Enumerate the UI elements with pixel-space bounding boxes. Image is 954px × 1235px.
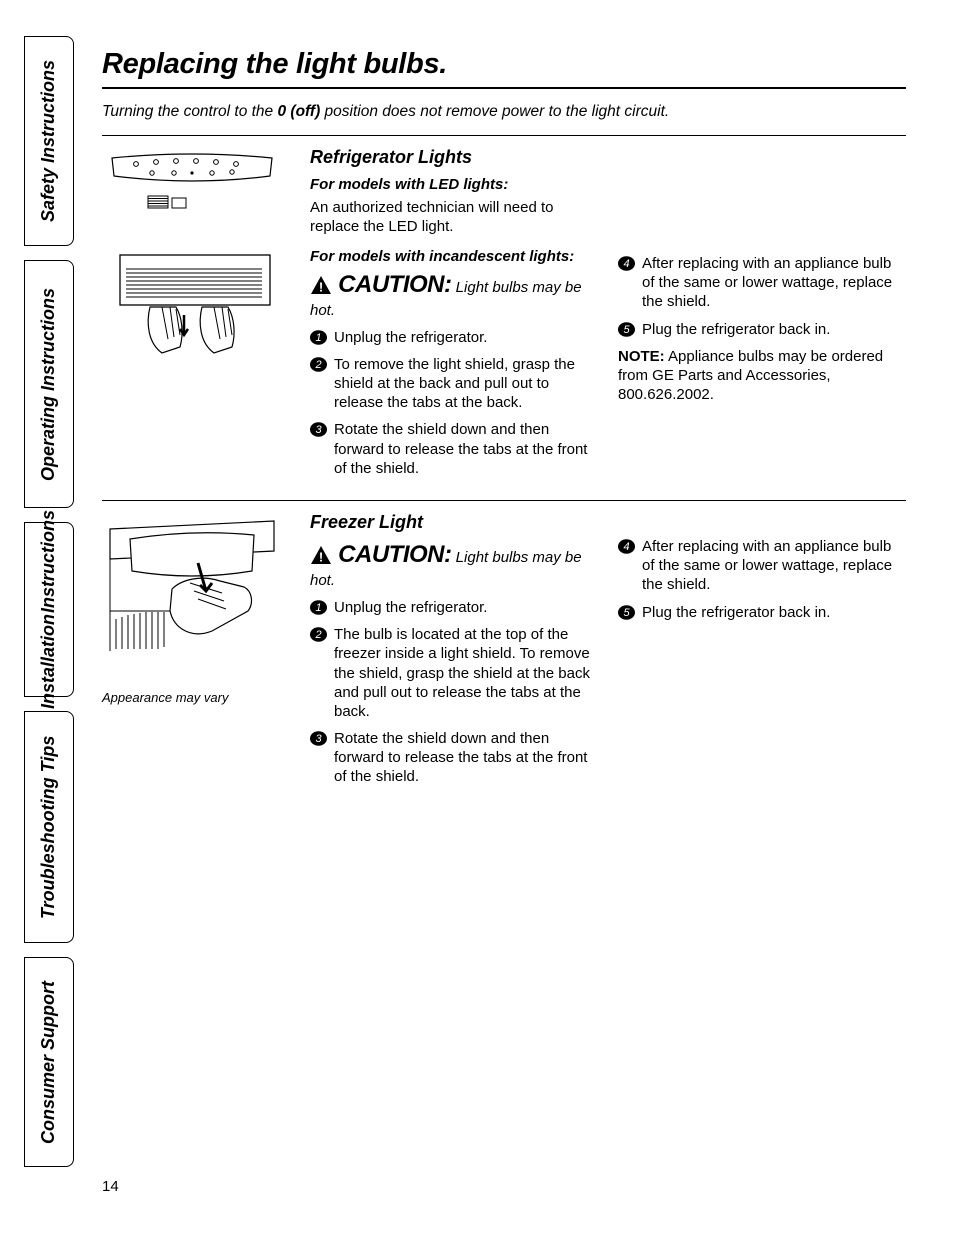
- step-2: 2 To remove the light shield, grasp the …: [310, 355, 598, 413]
- tab-operating[interactable]: Operating Instructions: [24, 260, 74, 508]
- tab-label: Instructions: [39, 510, 59, 613]
- right-column: 4 After replacing with an appliance bulb…: [618, 511, 906, 795]
- section-refrigerator-lights: Refrigerator Lights For models with LED …: [102, 146, 906, 486]
- rule: [102, 87, 906, 89]
- figure-column: Appearance may vary: [102, 511, 292, 795]
- step-text: Rotate the shield down and then forward …: [334, 420, 598, 478]
- figure-freezer-shield: [102, 511, 282, 661]
- step-1: 1 Unplug the refrigerator.: [310, 328, 598, 347]
- figure-column: [102, 146, 292, 486]
- svg-text:5: 5: [623, 324, 630, 336]
- page-number: 14: [102, 1178, 119, 1195]
- svg-text:!: !: [319, 550, 323, 565]
- tab-troubleshooting[interactable]: Troubleshooting Tips: [24, 711, 74, 943]
- step-number-icon: 1: [310, 329, 327, 346]
- figure-top-shield: [102, 146, 282, 220]
- step-1: 1 Unplug the refrigerator.: [310, 598, 598, 617]
- section-heading: Refrigerator Lights: [310, 146, 598, 169]
- step-text: Plug the refrigerator back in.: [642, 603, 906, 622]
- step-number-icon: 5: [618, 604, 635, 621]
- svg-text:4: 4: [623, 541, 629, 553]
- left-column: Freezer Light ! CAUTION: Light bulbs may…: [310, 511, 598, 795]
- step-number-icon: 2: [310, 356, 327, 373]
- step-number-icon: 2: [310, 626, 327, 643]
- step-4: 4 After replacing with an appliance bulb…: [618, 254, 906, 312]
- step-text: After replacing with an appliance bulb o…: [642, 254, 906, 312]
- side-tabs: Safety Instructions Operating Instructio…: [24, 36, 74, 1194]
- sub-heading: For models with incandescent lights:: [310, 247, 598, 266]
- tab-label: Installation: [39, 614, 59, 709]
- note-label: NOTE:: [618, 348, 665, 365]
- step-number-icon: 3: [310, 730, 327, 747]
- svg-text:5: 5: [623, 607, 630, 619]
- tab-consumer-support[interactable]: Consumer Support: [24, 957, 74, 1167]
- svg-text:!: !: [319, 279, 323, 294]
- warning-icon: !: [310, 545, 332, 565]
- sub-heading: For models with LED lights:: [310, 175, 598, 194]
- paragraph: An authorized technician will need to re…: [310, 198, 598, 236]
- step-2: 2 The bulb is located at the top of the …: [310, 625, 598, 721]
- step-text: Unplug the refrigerator.: [334, 328, 598, 347]
- step-text: Unplug the refrigerator.: [334, 598, 598, 617]
- step-3: 3 Rotate the shield down and then forwar…: [310, 729, 598, 787]
- warning-icon: !: [310, 275, 332, 295]
- step-5: 5 Plug the refrigerator back in.: [618, 603, 906, 622]
- rule: [102, 135, 906, 136]
- svg-text:1: 1: [315, 332, 321, 344]
- figure-caption: Appearance may vary: [102, 690, 292, 705]
- step-number-icon: 1: [310, 599, 327, 616]
- intro-pre: Turning the control to the: [102, 103, 277, 120]
- step-number-icon: 3: [310, 421, 327, 438]
- intro-bold: 0 (off): [277, 103, 320, 120]
- svg-text:3: 3: [315, 733, 322, 745]
- left-column: Refrigerator Lights For models with LED …: [310, 146, 598, 486]
- svg-text:1: 1: [315, 602, 321, 614]
- note: NOTE: Appliance bulbs may be ordered fro…: [618, 347, 906, 405]
- svg-text:2: 2: [314, 359, 321, 371]
- right-column: 4 After replacing with an appliance bulb…: [618, 146, 906, 486]
- text-columns: Refrigerator Lights For models with LED …: [310, 146, 906, 486]
- caution-word: CAUTION:: [338, 271, 451, 298]
- step-4: 4 After replacing with an appliance bulb…: [618, 537, 906, 595]
- step-text: To remove the light shield, grasp the sh…: [334, 355, 598, 413]
- step-text: Rotate the shield down and then forward …: [334, 729, 598, 787]
- step-number-icon: 4: [618, 538, 635, 555]
- intro-text: Turning the control to the 0 (off) posit…: [102, 103, 906, 121]
- step-3: 3 Rotate the shield down and then forwar…: [310, 420, 598, 478]
- step-text: After replacing with an appliance bulb o…: [642, 537, 906, 595]
- step-number-icon: 5: [618, 321, 635, 338]
- svg-text:2: 2: [314, 629, 321, 641]
- page-content: Replacing the light bulbs. Turning the c…: [102, 48, 906, 809]
- step-text: The bulb is located at the top of the fr…: [334, 625, 598, 721]
- svg-text:4: 4: [623, 258, 629, 270]
- section-freezer-light: Appearance may vary Freezer Light ! CAUT…: [102, 511, 906, 795]
- caution-block: ! CAUTION: Light bulbs may be hot.: [310, 540, 598, 590]
- rule: [102, 500, 906, 501]
- caution-block: ! CAUTION: Light bulbs may be hot.: [310, 270, 598, 320]
- step-number-icon: 4: [618, 255, 635, 272]
- step-text: Plug the refrigerator back in.: [642, 320, 906, 339]
- caution-word: CAUTION:: [338, 541, 451, 568]
- intro-post: position does not remove power to the li…: [320, 103, 669, 120]
- text-columns: Freezer Light ! CAUTION: Light bulbs may…: [310, 511, 906, 795]
- tab-installation[interactable]: Installation Instructions: [24, 522, 74, 697]
- step-5: 5 Plug the refrigerator back in.: [618, 320, 906, 339]
- section-heading: Freezer Light: [310, 511, 598, 534]
- figure-hands-shield: [102, 243, 282, 363]
- page-title: Replacing the light bulbs.: [102, 48, 906, 81]
- svg-text:3: 3: [315, 424, 322, 436]
- tab-safety[interactable]: Safety Instructions: [24, 36, 74, 246]
